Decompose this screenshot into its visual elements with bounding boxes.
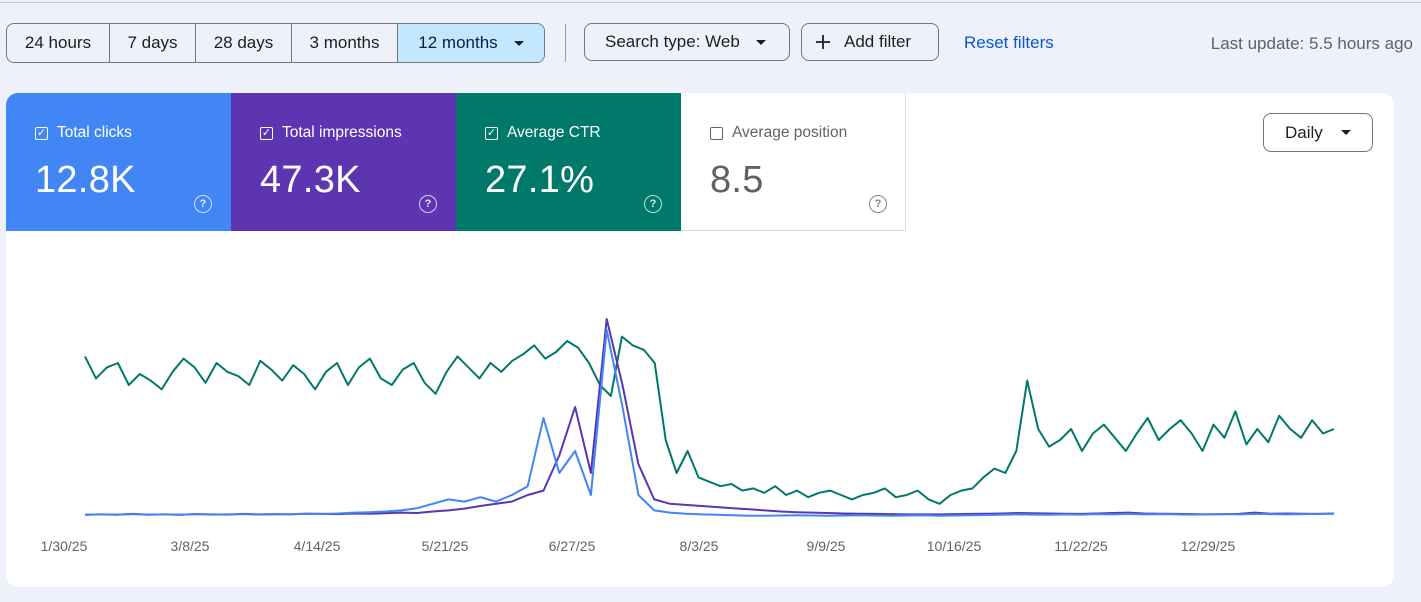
- range-7-days[interactable]: 7 days: [110, 24, 196, 62]
- metric-label-row: ✓ Total clicks: [35, 124, 132, 142]
- range-12-months[interactable]: 12 months: [398, 24, 544, 62]
- x-tick-label: 3/8/25: [170, 538, 210, 554]
- plus-icon: [816, 35, 830, 49]
- toolbar-divider: [565, 24, 566, 62]
- x-tick-label: 9/9/25: [806, 538, 846, 554]
- checkbox-checked-icon[interactable]: ✓: [485, 126, 498, 140]
- help-icon[interactable]: ?: [869, 195, 887, 213]
- granularity-label: Daily: [1285, 122, 1323, 142]
- metric-tile-position[interactable]: Average position 8.5 ?: [681, 93, 906, 231]
- x-tick-label: 1/30/25: [40, 538, 88, 554]
- series-line-average-ctr: [84, 335, 1335, 505]
- metric-clicks-value: 12.8K: [35, 159, 136, 201]
- metric-label-row: Average position: [710, 124, 847, 142]
- granularity-dropdown[interactable]: Daily: [1263, 113, 1373, 152]
- search-type-label: Search type: Web: [605, 32, 740, 51]
- metric-ctr-value: 27.1%: [485, 159, 595, 201]
- help-icon[interactable]: ?: [194, 195, 212, 213]
- series-line-total-clicks: [84, 329, 1335, 517]
- chevron-down-icon: [513, 40, 524, 46]
- performance-card: ✓ Total clicks 12.8K ? ✓ Total impressio…: [6, 93, 1394, 587]
- last-update-text: Last update: 5.5 hours ago: [1210, 34, 1413, 53]
- top-divider: [0, 2, 1421, 3]
- metric-tile-ctr[interactable]: ✓ Average CTR 27.1% ?: [456, 93, 681, 231]
- metric-label-row: ✓ Average CTR: [485, 124, 601, 142]
- range-12-months-label: 12 months: [418, 33, 498, 52]
- range-28-days[interactable]: 28 days: [196, 24, 292, 62]
- series-line-total-impressions: [84, 318, 1335, 516]
- metric-impressions-value: 47.3K: [260, 159, 361, 201]
- help-icon[interactable]: ?: [419, 195, 437, 213]
- x-tick-label: 6/27/25: [548, 538, 596, 554]
- reset-filters-link[interactable]: Reset filters: [964, 33, 1054, 52]
- date-range-selector: 24 hours 7 days 28 days 3 months 12 mont…: [6, 23, 545, 63]
- x-tick-label: 12/29/25: [1180, 538, 1236, 554]
- metric-ctr-label: Average CTR: [507, 124, 601, 141]
- x-tick-label: 5/21/25: [421, 538, 469, 554]
- metric-impressions-label: Total impressions: [282, 124, 402, 141]
- search-type-dropdown[interactable]: Search type: Web: [584, 23, 790, 61]
- x-tick-label: 11/22/25: [1054, 538, 1108, 554]
- metric-clicks-label: Total clicks: [57, 124, 132, 141]
- range-3-months[interactable]: 3 months: [292, 24, 398, 62]
- chevron-down-icon: [1340, 130, 1351, 135]
- metric-tile-impressions[interactable]: ✓ Total impressions 47.3K ?: [231, 93, 456, 231]
- range-24-hours[interactable]: 24 hours: [7, 24, 110, 62]
- x-tick-label: 4/14/25: [293, 538, 341, 554]
- help-icon[interactable]: ?: [644, 195, 662, 213]
- checkbox-checked-icon[interactable]: ✓: [35, 126, 48, 140]
- metric-position-value: 8.5: [710, 159, 764, 201]
- checkbox-unchecked-icon[interactable]: [710, 126, 723, 140]
- x-tick-label: 8/3/25: [679, 538, 719, 554]
- add-filter-label: Add filter: [844, 32, 912, 51]
- add-filter-button[interactable]: Add filter: [801, 23, 939, 61]
- metric-position-label: Average position: [732, 124, 848, 141]
- chevron-down-icon: [755, 39, 766, 45]
- metric-label-row: ✓ Total impressions: [260, 124, 402, 142]
- x-tick-label: 10/16/25: [926, 538, 982, 554]
- performance-chart: [84, 318, 1335, 517]
- checkbox-checked-icon[interactable]: ✓: [260, 126, 273, 140]
- metric-tile-clicks[interactable]: ✓ Total clicks 12.8K ?: [6, 93, 231, 231]
